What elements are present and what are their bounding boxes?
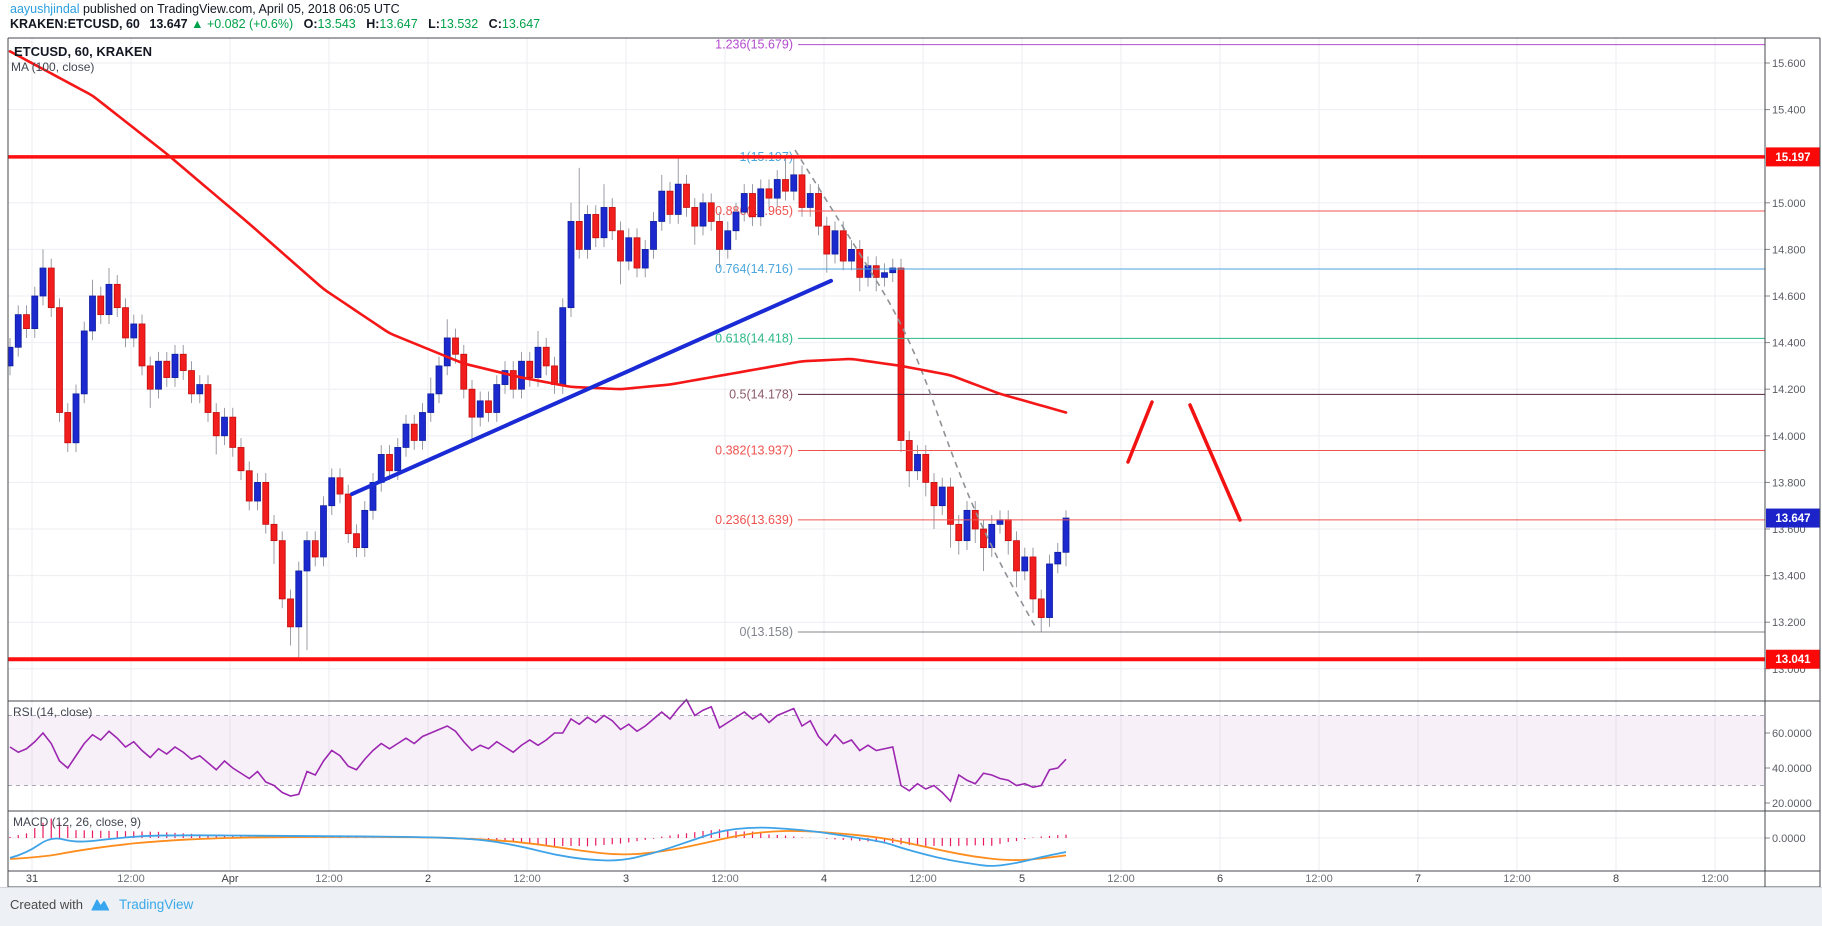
fib-retracement-labels: 1.236(15.679)1(15.197)0.886(14.965)0.764… bbox=[715, 38, 793, 639]
close-value: 13.647 bbox=[501, 17, 541, 31]
candlestick-series bbox=[8, 156, 1070, 658]
macd-line bbox=[9, 826, 1067, 867]
publish-byline: aayushjindal published on TradingView.co… bbox=[10, 2, 400, 16]
created-with-text: Created with bbox=[10, 897, 83, 912]
open-value: 13.543 bbox=[317, 17, 356, 31]
tradingview-logo-icon[interactable] bbox=[90, 897, 112, 912]
time-axis-label: 12:00 bbox=[909, 873, 937, 885]
time-axis-label: 12:00 bbox=[1701, 873, 1729, 885]
author-link[interactable]: aayushjindal bbox=[10, 2, 80, 16]
price-badge bbox=[1766, 649, 1820, 669]
time-axis-label: 12:00 bbox=[513, 873, 541, 885]
price-axis-label: 13.400 bbox=[1772, 571, 1806, 583]
price-axis-label: 13.200 bbox=[1772, 617, 1806, 629]
rsi-pane: 60.0000 40.0000 20.0000 bbox=[8, 698, 1812, 810]
last-price: 13.647 bbox=[149, 17, 188, 31]
fib-level-label: 0.764(14.716) bbox=[715, 262, 793, 276]
chart-legend-symbol[interactable]: ETCUSD, 60, KRAKEN bbox=[14, 44, 152, 59]
price-axis-label: 14.600 bbox=[1772, 291, 1806, 303]
symbol-status-line: KRAKEN:ETCUSD, 60 13.647 ▲ +0.082 (+0.6%… bbox=[10, 17, 540, 31]
price-axis-label: 14.400 bbox=[1772, 338, 1806, 350]
grid-lines bbox=[8, 38, 1765, 871]
time-axis-label: 6 bbox=[1217, 873, 1223, 885]
macd-signal-line bbox=[9, 830, 1067, 861]
macd-pane-label[interactable]: MACD (12, 26, close, 9) bbox=[13, 815, 142, 829]
time-axis-label: 12:00 bbox=[117, 873, 145, 885]
time-axis-label: 12:00 bbox=[315, 873, 343, 885]
high-value: 13.647 bbox=[379, 17, 418, 31]
time-axis-label: 8 bbox=[1613, 873, 1619, 885]
price-badge bbox=[1766, 147, 1820, 167]
price-axis-label: 14.000 bbox=[1772, 431, 1806, 443]
chart-legend-ma[interactable]: MA (100, close) bbox=[11, 60, 95, 74]
fib-level-label: 0.5(14.178) bbox=[729, 387, 793, 401]
drawn-horizontal-lines bbox=[8, 155, 1765, 662]
dashed-decline-trendline bbox=[794, 149, 1037, 629]
time-axis-label: 31 bbox=[26, 873, 38, 885]
ma-100-line bbox=[8, 50, 1068, 414]
open-label: O: bbox=[303, 17, 318, 31]
price-badge-value: 13.647 bbox=[1775, 513, 1810, 525]
fib-level-label: 0.236(13.639) bbox=[715, 513, 793, 527]
attribution-bar: Created with TradingView bbox=[0, 887, 1822, 926]
low-value: 13.532 bbox=[439, 17, 479, 31]
rsi-pane-label[interactable]: RSI (14, close) bbox=[13, 705, 93, 719]
price-badge-value: 15.197 bbox=[1775, 152, 1810, 164]
high-label: H: bbox=[366, 17, 380, 31]
time-axis-label: 12:00 bbox=[1503, 873, 1531, 885]
time-axis-label: 12:00 bbox=[1305, 873, 1333, 885]
rsi-axis-label: 20.0000 bbox=[1772, 798, 1812, 810]
macd-pane: 0.0000 bbox=[8, 818, 1806, 867]
price-axis-label: 15.000 bbox=[1772, 198, 1806, 210]
byline-text: published on TradingView.com, April 05, … bbox=[79, 2, 400, 16]
time-axis-label: 12:00 bbox=[711, 873, 739, 885]
time-axis-label: 4 bbox=[821, 873, 827, 885]
symbol-name: KRAKEN:ETCUSD, 60 bbox=[10, 17, 140, 31]
fib-level-label: 0.382(13.937) bbox=[715, 443, 793, 457]
fib-retracement-lines bbox=[798, 44, 1765, 633]
price-axis-label: 15.600 bbox=[1772, 58, 1806, 70]
low-label: L: bbox=[428, 17, 440, 31]
rsi-axis-label: 40.0000 bbox=[1772, 763, 1812, 775]
time-axis-label: 5 bbox=[1019, 873, 1025, 885]
close-label: C: bbox=[488, 17, 502, 31]
up-triangle-icon: ▲ bbox=[191, 17, 204, 31]
projection-strokes bbox=[1126, 400, 1242, 522]
price-axis-label: 15.400 bbox=[1772, 105, 1806, 117]
fib-level-label: 0.618(14.418) bbox=[715, 331, 793, 345]
price-axis-label: 13.800 bbox=[1772, 477, 1806, 489]
time-axis-label: 12:00 bbox=[1107, 873, 1135, 885]
time-axis-label: Apr bbox=[221, 873, 238, 885]
rsi-line bbox=[9, 698, 1067, 803]
rsi-axis-label: 60.0000 bbox=[1772, 728, 1812, 740]
price-badge-value: 13.041 bbox=[1775, 654, 1811, 666]
tradingview-brand-link[interactable]: TradingView bbox=[118, 897, 194, 912]
support-trendline bbox=[350, 278, 833, 497]
price-change: +0.082 (+0.6%) bbox=[206, 17, 294, 31]
fib-level-label: 1.236(15.679) bbox=[715, 38, 793, 52]
price-badge bbox=[1766, 508, 1820, 528]
time-axis-label: 7 bbox=[1415, 873, 1421, 885]
price-axis-label: 14.200 bbox=[1772, 384, 1806, 396]
time-axis-label: 3 bbox=[623, 873, 629, 885]
price-axis[interactable]: 15.600 15.400 15.000 14.800 14.600 14.400 14.2… bbox=[1765, 58, 1820, 676]
price-axis-label: 14.800 bbox=[1772, 244, 1806, 256]
macd-axis-label: 0.0000 bbox=[1772, 833, 1806, 845]
fib-level-label: 0(13.158) bbox=[739, 625, 793, 639]
time-axis[interactable]: 31 12:00 Apr 12:00 2 12:00 3 12:00 4 12:00 5 12:00 6… bbox=[26, 873, 1729, 885]
time-axis-label: 2 bbox=[425, 873, 431, 885]
